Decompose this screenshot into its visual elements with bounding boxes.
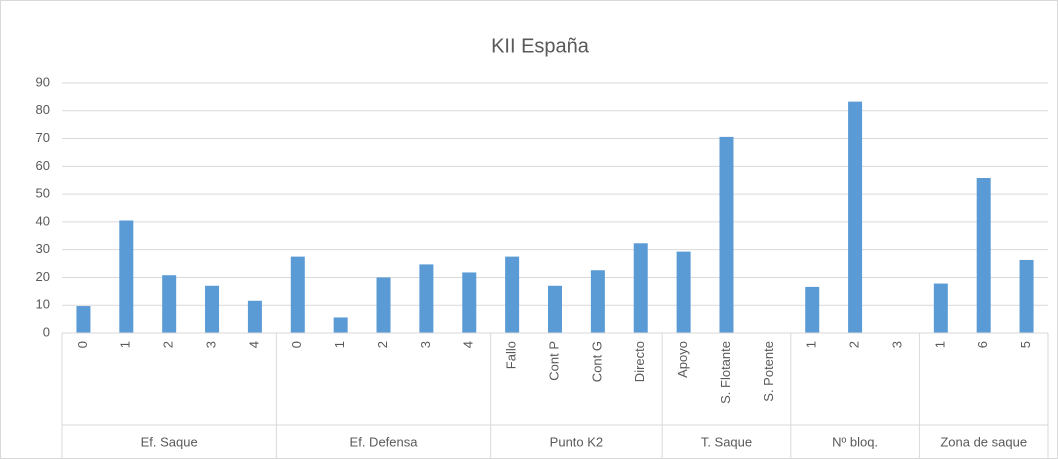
y-tick-label: 0 [43, 324, 50, 339]
x-tick-label: 2 [161, 341, 176, 348]
bar [462, 272, 477, 333]
bar [719, 136, 734, 333]
bar [590, 270, 605, 333]
x-tick-label: Directo [632, 341, 647, 382]
x-tick-label: 3 [418, 341, 433, 348]
bar [119, 220, 134, 333]
bar [247, 300, 262, 333]
x-tick-label: Fallo [504, 341, 519, 369]
x-tick-label: S. Flotante [718, 341, 733, 404]
bar [162, 275, 177, 333]
group-label: Ef. Defensa [350, 434, 419, 449]
x-tick-label: 1 [932, 341, 947, 348]
x-tick-label: 3 [889, 341, 904, 348]
x-tick-label: Apoyo [675, 341, 690, 378]
bar [805, 286, 820, 333]
x-tick-label: 1 [804, 341, 819, 348]
bar [933, 283, 948, 333]
x-tick-label: S. Potente [761, 341, 776, 402]
x-tick-label: 1 [118, 341, 133, 348]
y-tick-label: 10 [36, 297, 50, 312]
x-tick-label: 3 [203, 341, 218, 348]
bar [333, 317, 348, 333]
y-tick-label: 30 [36, 241, 50, 256]
x-tick-label: 2 [375, 341, 390, 348]
x-tick-label: 2 [847, 341, 862, 348]
bar [548, 285, 562, 333]
x-tick-label: 6 [975, 341, 990, 348]
x-tick-label: 5 [1018, 341, 1033, 348]
x-tick-label: 4 [246, 341, 261, 348]
y-tick-label: 70 [36, 130, 50, 145]
chart-title: KII España [491, 35, 590, 57]
bar [376, 277, 391, 333]
group-label: Punto K2 [550, 434, 604, 449]
bar [1019, 259, 1034, 333]
bar [633, 243, 648, 333]
x-tick-label: 1 [332, 341, 347, 348]
y-tick-label: 90 [36, 74, 50, 89]
y-tick-label: 50 [36, 186, 50, 201]
group-label: Zona de saque [940, 434, 1027, 449]
bar [205, 285, 220, 333]
y-tick-label: 80 [36, 102, 50, 117]
bar [976, 178, 991, 333]
x-tick-label: 4 [461, 341, 476, 348]
group-label: Nº bloq. [832, 434, 878, 449]
x-tick-label: 0 [289, 341, 304, 348]
x-tick-label: 0 [75, 341, 90, 348]
bar [419, 264, 434, 333]
y-tick-label: 40 [36, 213, 50, 228]
y-tick-label: 60 [36, 158, 50, 173]
x-tick-label: Cont P [546, 341, 561, 381]
group-label: Ef. Saque [141, 434, 198, 449]
bar [76, 306, 91, 333]
bar [848, 101, 863, 333]
bar [505, 256, 520, 333]
bar [676, 251, 691, 333]
x-tick-label: Cont G [589, 341, 604, 382]
y-tick-label: 20 [36, 269, 50, 284]
bar [290, 256, 305, 333]
group-label: T. Saque [701, 434, 752, 449]
